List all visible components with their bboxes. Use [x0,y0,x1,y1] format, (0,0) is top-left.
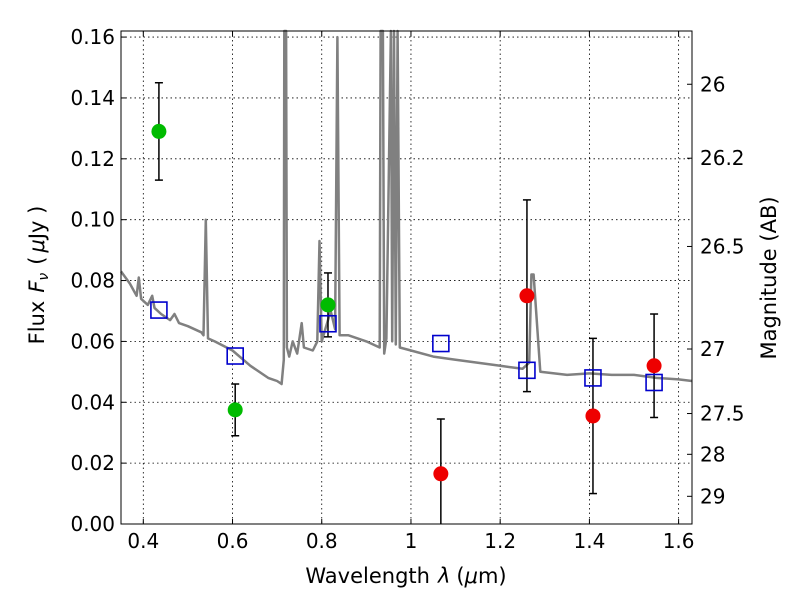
red-detections-marker [433,466,449,482]
x-axis-label-symbol: λ [437,564,450,588]
y-tick-label: 0.00 [70,512,115,536]
y-tick-label: 0.16 [70,25,115,49]
errorbar-layer [154,81,659,524]
y2-tick-label: 29 [700,484,725,508]
x-axis-label: Wavelength λ (μm) [305,564,506,588]
x-axis-label-main: Wavelength [305,564,430,588]
x-axis-label-unit-mu: μ [464,564,478,588]
model-photometry-marker [518,361,536,380]
y-tick-label: 0.10 [70,208,115,232]
y-tick-label: 0.06 [70,329,115,353]
x-tick-label: 0.4 [127,529,159,553]
y-tick-label: 0.12 [70,147,115,171]
marker-layer [150,123,663,482]
red-detections-marker [646,358,662,374]
sed-model-line [119,29,693,386]
red-detections-marker [519,288,535,304]
y-axis-label-subscript: ν [36,273,52,281]
y2-tick-label: 26 [700,72,725,96]
x-tick-label: 1 [405,529,418,553]
y-axis-label-unit-open: ( [25,257,49,265]
model-photometry-marker [432,334,450,353]
plot-frame [120,30,693,525]
y2-axis-label: Magnitude (AB) [757,196,781,359]
model-photometry-marker [319,314,337,333]
model-photometry-marker [645,373,663,392]
green-detections-marker [227,402,243,418]
y-axis-label: Flux Fν ( μJy ) [25,206,52,345]
y-tick-label: 0.04 [70,390,115,414]
y2-tick-label: 27.5 [700,402,745,426]
y2-tick-label: 26.5 [700,234,745,258]
green-detections-marker [151,123,167,139]
model-photometry-marker [584,369,602,387]
green-detections-marker [320,297,336,313]
x-tick-label: 1.6 [663,529,695,553]
x-tick-label: 0.6 [217,529,249,553]
x-axis-label-unit-open: ( [456,564,464,588]
y-axis-label-main: Flux [25,301,49,345]
x-tick-label: 1.4 [573,529,605,553]
tick-layer: 0.4 0.6 0.8 1 1.2 1.4 1.6 0.00 0.02 0.04 0.06 0.08 0… [70,25,744,553]
x-tick-label: 1.2 [484,529,516,553]
y-tick-label: 0.14 [70,86,115,110]
y-axis-label-symbol: F [25,280,49,293]
sed-layer [119,29,693,386]
model-photometry-marker [150,301,168,319]
y2-tick-label: 27 [700,337,725,361]
y-axis-label-unit-mu: μ [25,239,49,253]
y-tick-label: 0.02 [70,451,115,475]
y2-tick-label: 26.2 [700,146,745,170]
x-axis-label-unit-rest: m) [478,564,507,588]
model-photometry-marker [226,347,244,365]
y-axis-label-unit-rest: Jy ) [25,206,49,242]
x-tick-label: 0.8 [306,529,338,553]
y-tick-label: 0.08 [70,269,115,293]
y2-tick-label: 28 [700,442,725,466]
red-detections-marker [585,408,601,424]
